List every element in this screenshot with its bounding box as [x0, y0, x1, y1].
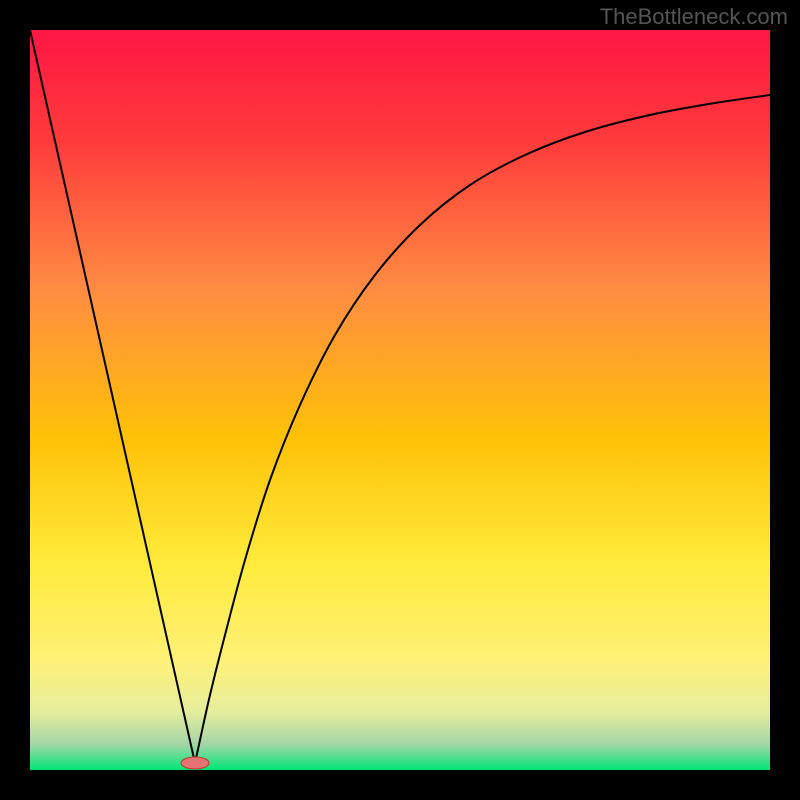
- chart-container: TheBottleneck.com: [0, 0, 800, 800]
- watermark-text: TheBottleneck.com: [600, 4, 788, 30]
- bottleneck-chart: [0, 0, 800, 800]
